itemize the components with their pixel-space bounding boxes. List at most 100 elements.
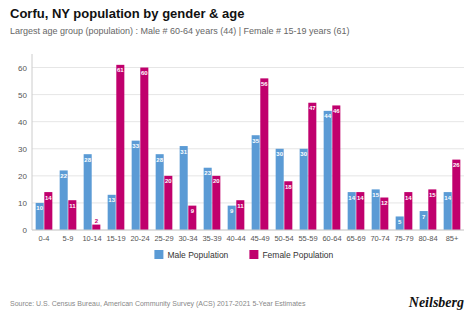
grid: [32, 68, 464, 230]
data-label: 31: [180, 149, 187, 155]
bar: [452, 160, 460, 230]
data-label: 22: [60, 173, 67, 179]
data-label: 46: [333, 108, 340, 114]
data-label: 14: [357, 195, 364, 201]
bar: [228, 206, 236, 230]
brand: Neilsberg: [408, 295, 464, 310]
bar: [404, 192, 412, 230]
bar: [356, 192, 364, 230]
data-label: 44: [324, 113, 331, 119]
data-label: 13: [108, 197, 115, 203]
bar: [380, 198, 388, 230]
bar: [180, 146, 188, 230]
data-labels: 1022281333283123935303044141557141411261…: [36, 67, 460, 225]
x-tick-label: 35-39: [202, 234, 221, 243]
grid-line: [32, 175, 464, 176]
bar: [156, 154, 164, 230]
x-tick-label: 70-74: [370, 234, 389, 243]
data-label: 30: [300, 151, 307, 157]
bar: [252, 135, 260, 230]
source: Source: U.S. Census Bureau, American Com…: [10, 300, 306, 308]
data-label: 60: [141, 70, 148, 76]
bar: [92, 225, 100, 230]
data-label: 9: [230, 208, 234, 214]
subtitle: Largest age group (population) : Male # …: [10, 26, 350, 36]
bar: [164, 176, 172, 230]
background: [0, 0, 474, 316]
data-label: 15: [372, 192, 379, 198]
data-label: 9: [191, 208, 195, 214]
y-tick-label: 20: [18, 172, 27, 181]
x-tick-label: 50-54: [274, 234, 293, 243]
bar: [372, 189, 380, 230]
legend-label: Male Population: [167, 250, 228, 260]
bar: [276, 149, 284, 230]
chart: Corfu, NY population by gender & age Larg…: [0, 0, 474, 316]
bar: [212, 176, 220, 230]
bar: [60, 170, 68, 230]
x-tick-label: 40-44: [226, 234, 245, 243]
legend-label: Female Population: [262, 250, 333, 260]
data-label: 14: [444, 195, 451, 201]
data-label: 5: [398, 219, 402, 225]
bar: [132, 141, 140, 230]
grid-line: [32, 67, 464, 68]
data-label: 28: [84, 157, 91, 163]
data-label: 11: [237, 203, 244, 209]
y-tick-label: 10: [18, 199, 27, 208]
bar: [44, 192, 52, 230]
data-label: 56: [261, 81, 268, 87]
y-axis-line: [32, 54, 33, 230]
bar: [36, 203, 44, 230]
bar: [444, 192, 452, 230]
y-tick-label: 0: [23, 226, 28, 235]
bar: [260, 78, 268, 230]
legend-swatch: [154, 250, 163, 259]
x-tick-label: 80-84: [418, 234, 437, 243]
data-label: 14: [405, 195, 412, 201]
y-tick-label: 60: [18, 64, 27, 73]
y-tick-label: 30: [18, 145, 27, 154]
bar: [420, 211, 428, 230]
legend-swatch: [249, 250, 258, 259]
grid-line: [32, 202, 464, 203]
data-label: 11: [69, 203, 76, 209]
bar: [236, 200, 244, 230]
x-tick-label: 75-79: [394, 234, 413, 243]
chart-container: Corfu, NY population by gender & age Larg…: [0, 0, 474, 316]
x-tick-label: 85+: [446, 234, 459, 243]
data-label: 10: [36, 205, 43, 211]
data-label: 20: [165, 178, 172, 184]
data-label: 7: [422, 214, 426, 220]
bar: [84, 154, 92, 230]
grid-line: [32, 121, 464, 122]
data-label: 14: [348, 195, 355, 201]
bar: [324, 111, 332, 230]
title: Corfu, NY population by gender & age: [10, 6, 245, 21]
data-label: 47: [309, 105, 316, 111]
data-label: 15: [429, 192, 436, 198]
x-tick-label: 15-19: [106, 234, 125, 243]
data-label: 33: [132, 143, 139, 149]
bar: [188, 206, 196, 230]
bar: [308, 103, 316, 230]
bar: [396, 216, 404, 230]
x-axis-line: [32, 230, 464, 231]
x-tick-label: 25-29: [154, 234, 173, 243]
data-label: 23: [204, 170, 211, 176]
data-label: 2: [95, 218, 99, 224]
data-label: 30: [276, 151, 283, 157]
x-tick-label: 45-49: [250, 234, 269, 243]
bar: [428, 189, 436, 230]
bar: [108, 195, 116, 230]
x-tick-label: 20-24: [130, 234, 149, 243]
bar: [348, 192, 356, 230]
bar: [300, 149, 308, 230]
data-label: 26: [453, 162, 460, 168]
bar: [284, 181, 292, 230]
y-tick-label: 40: [18, 118, 27, 127]
data-label: 35: [252, 138, 259, 144]
grid-line: [32, 148, 464, 149]
bar: [68, 200, 76, 230]
data-label: 20: [213, 178, 220, 184]
